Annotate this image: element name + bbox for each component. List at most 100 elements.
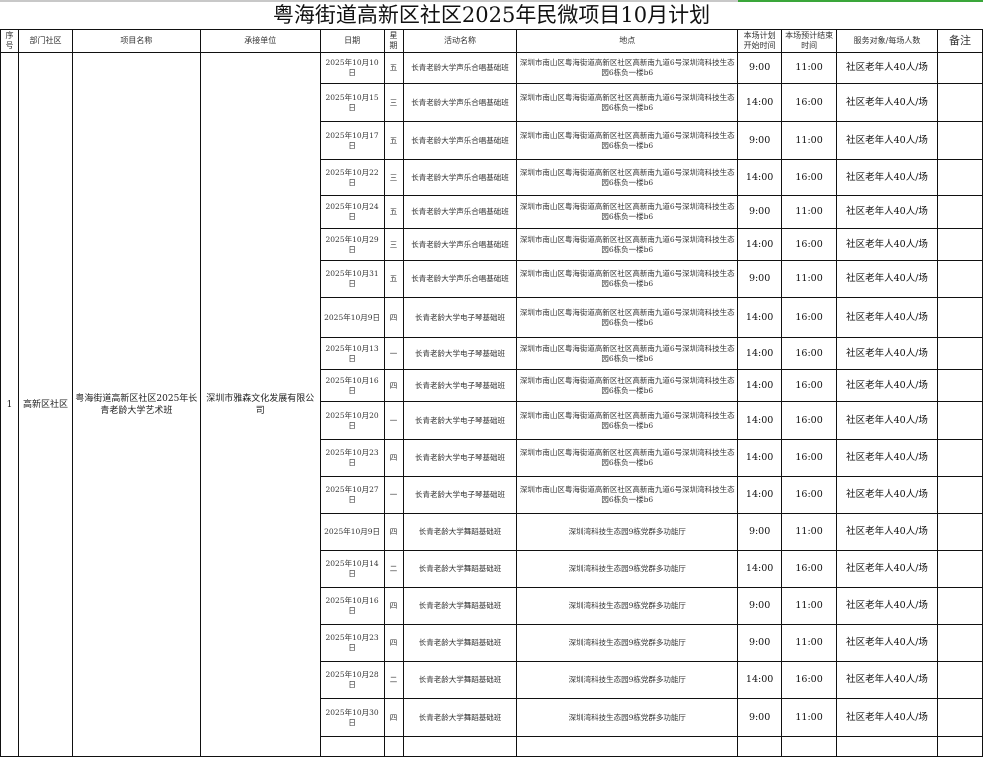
cell-activity[interactable]: 长青老龄大学电子琴基础班: [402, 401, 518, 440]
cell-empty[interactable]: [383, 736, 404, 757]
cell-weekday[interactable]: 四: [383, 369, 404, 402]
cell-activity[interactable]: 长青老龄大学声乐合唱基础班: [402, 159, 518, 196]
cell-target[interactable]: 社区老年人40人/场: [836, 476, 938, 514]
cell-location[interactable]: 深圳湾科技生态园9栋党群多功能厅: [516, 513, 739, 551]
cell-end[interactable]: 11:00: [781, 698, 838, 737]
cell-start[interactable]: 14:00: [737, 369, 783, 402]
cell-location[interactable]: 深圳市南山区粤海街道高新区社区高新南九道6号深圳湾科技生态园6栋负一楼b6: [516, 52, 739, 84]
cell-weekday[interactable]: 一: [383, 337, 404, 370]
cell-date[interactable]: 2025年10月23日: [319, 439, 385, 477]
cell-activity[interactable]: 长青老龄大学舞蹈基础班: [402, 513, 518, 551]
cell-weekday[interactable]: 四: [383, 698, 404, 737]
cell-date[interactable]: 2025年10月14日: [319, 550, 385, 588]
cell-end[interactable]: 16:00: [781, 337, 838, 370]
cell-target[interactable]: 社区老年人40人/场: [836, 550, 938, 588]
cell-note[interactable]: [936, 369, 983, 402]
cell-activity[interactable]: 长青老龄大学声乐合唱基础班: [402, 83, 518, 122]
cell-activity[interactable]: 长青老龄大学电子琴基础班: [402, 337, 518, 370]
cell-location[interactable]: 深圳市南山区粤海街道高新区社区高新南九道6号深圳湾科技生态园6栋负一楼b6: [516, 297, 739, 338]
cell-activity[interactable]: 长青老龄大学舞蹈基础班: [402, 550, 518, 588]
cell-start[interactable]: 14:00: [737, 337, 783, 370]
cell-date[interactable]: 2025年10月16日: [319, 587, 385, 625]
cell-target[interactable]: 社区老年人40人/场: [836, 297, 938, 338]
cell-start[interactable]: 9:00: [737, 513, 783, 551]
cell-note[interactable]: [936, 159, 983, 196]
cell-start[interactable]: 9:00: [737, 260, 783, 298]
cell-start[interactable]: 14:00: [737, 401, 783, 440]
cell-weekday[interactable]: 三: [383, 83, 404, 122]
cell-start[interactable]: 9:00: [737, 52, 783, 84]
cell-date[interactable]: 2025年10月9日: [319, 297, 385, 338]
cell-date[interactable]: 2025年10月31日: [319, 260, 385, 298]
cell-start[interactable]: 14:00: [737, 476, 783, 514]
cell-date[interactable]: 2025年10月13日: [319, 337, 385, 370]
cell-end[interactable]: 16:00: [781, 476, 838, 514]
cell-date[interactable]: 2025年10月17日: [319, 121, 385, 160]
cell-date[interactable]: 2025年10月9日: [319, 513, 385, 551]
cell-location[interactable]: 深圳市南山区粤海街道高新区社区高新南九道6号深圳湾科技生态园6栋负一楼b6: [516, 159, 739, 196]
cell-start[interactable]: 9:00: [737, 121, 783, 160]
cell-end[interactable]: 11:00: [781, 587, 838, 625]
cell-weekday[interactable]: 五: [383, 121, 404, 160]
cell-target[interactable]: 社区老年人40人/场: [836, 698, 938, 737]
cell-target[interactable]: 社区老年人40人/场: [836, 195, 938, 229]
cell-activity[interactable]: 长青老龄大学声乐合唱基础班: [402, 195, 518, 229]
cell-empty[interactable]: [737, 736, 783, 757]
cell-note[interactable]: [936, 195, 983, 229]
cell-note[interactable]: [936, 587, 983, 625]
cell-date[interactable]: 2025年10月10日: [319, 52, 385, 84]
cell-weekday[interactable]: 四: [383, 439, 404, 477]
cell-target[interactable]: 社区老年人40人/场: [836, 121, 938, 160]
cell-note[interactable]: [936, 228, 983, 261]
cell-activity[interactable]: 长青老龄大学声乐合唱基础班: [402, 121, 518, 160]
cell-activity[interactable]: 长青老龄大学声乐合唱基础班: [402, 228, 518, 261]
cell-empty[interactable]: [516, 736, 739, 757]
cell-location[interactable]: 深圳市南山区粤海街道高新区社区高新南九道6号深圳湾科技生态园6栋负一楼b6: [516, 476, 739, 514]
cell-empty[interactable]: [319, 736, 385, 757]
cell-activity[interactable]: 长青老龄大学电子琴基础班: [402, 476, 518, 514]
cell-location[interactable]: 深圳湾科技生态园9栋党群多功能厅: [516, 698, 739, 737]
cell-note[interactable]: [936, 83, 983, 122]
cell-note[interactable]: [936, 476, 983, 514]
cell-target[interactable]: 社区老年人40人/场: [836, 260, 938, 298]
cell-date[interactable]: 2025年10月29日: [319, 228, 385, 261]
cell-target[interactable]: 社区老年人40人/场: [836, 587, 938, 625]
cell-activity[interactable]: 长青老龄大学舞蹈基础班: [402, 698, 518, 737]
cell-end[interactable]: 16:00: [781, 159, 838, 196]
cell-location[interactable]: 深圳市南山区粤海街道高新区社区高新南九道6号深圳湾科技生态园6栋负一楼b6: [516, 121, 739, 160]
cell-end[interactable]: 16:00: [781, 439, 838, 477]
cell-target[interactable]: 社区老年人40人/场: [836, 337, 938, 370]
cell-date[interactable]: 2025年10月20日: [319, 401, 385, 440]
cell-end[interactable]: 16:00: [781, 228, 838, 261]
cell-weekday[interactable]: 三: [383, 159, 404, 196]
cell-start[interactable]: 14:00: [737, 228, 783, 261]
cell-weekday[interactable]: 一: [383, 476, 404, 514]
cell-start[interactable]: 14:00: [737, 297, 783, 338]
project-contractor[interactable]: 深圳市雅森文化发展有限公司: [199, 52, 321, 757]
cell-location[interactable]: 深圳市南山区粤海街道高新区社区高新南九道6号深圳湾科技生态园6栋负一楼b6: [516, 195, 739, 229]
cell-location[interactable]: 深圳市南山区粤海街道高新区社区高新南九道6号深圳湾科技生态园6栋负一楼b6: [516, 401, 739, 440]
project-name[interactable]: 粤海街道高新区社区2025年长青老龄大学艺术班: [71, 52, 201, 757]
cell-activity[interactable]: 长青老龄大学电子琴基础班: [402, 369, 518, 402]
cell-weekday[interactable]: 四: [383, 587, 404, 625]
cell-empty[interactable]: [936, 736, 983, 757]
cell-location[interactable]: 深圳湾科技生态园9栋党群多功能厅: [516, 550, 739, 588]
cell-note[interactable]: [936, 401, 983, 440]
cell-start[interactable]: 14:00: [737, 661, 783, 699]
cell-target[interactable]: 社区老年人40人/场: [836, 661, 938, 699]
cell-weekday[interactable]: 五: [383, 260, 404, 298]
cell-target[interactable]: 社区老年人40人/场: [836, 439, 938, 477]
cell-note[interactable]: [936, 121, 983, 160]
cell-note[interactable]: [936, 661, 983, 699]
cell-target[interactable]: 社区老年人40人/场: [836, 228, 938, 261]
cell-target[interactable]: 社区老年人40人/场: [836, 401, 938, 440]
cell-start[interactable]: 9:00: [737, 624, 783, 662]
cell-location[interactable]: 深圳市南山区粤海街道高新区社区高新南九道6号深圳湾科技生态园6栋负一楼b6: [516, 337, 739, 370]
cell-activity[interactable]: 长青老龄大学舞蹈基础班: [402, 661, 518, 699]
cell-end[interactable]: 11:00: [781, 624, 838, 662]
cell-date[interactable]: 2025年10月30日: [319, 698, 385, 737]
cell-target[interactable]: 社区老年人40人/场: [836, 624, 938, 662]
cell-start[interactable]: 14:00: [737, 159, 783, 196]
cell-empty[interactable]: [836, 736, 938, 757]
cell-note[interactable]: [936, 513, 983, 551]
